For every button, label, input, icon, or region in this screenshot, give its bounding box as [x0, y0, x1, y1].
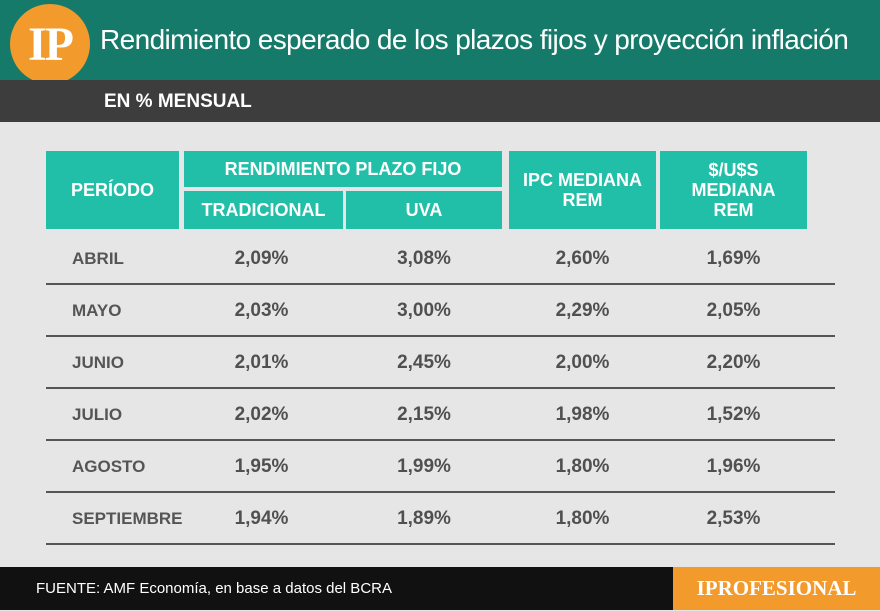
period-cell: ABRIL — [72, 249, 124, 268]
header-uva: UVA — [346, 191, 502, 229]
page-title: Rendimiento esperado de los plazos fijos… — [100, 24, 849, 55]
tradicional-cell: 2,09% — [234, 248, 289, 269]
source-note: FUENTE: AMF Economía, en base a datos de… — [36, 580, 392, 597]
tradicional-cell: 1,94% — [234, 508, 289, 529]
uva-cell: 3,08% — [397, 248, 451, 269]
period-cell: JULIO — [72, 405, 123, 424]
usd-cell: 1,69% — [706, 248, 761, 269]
table-row: ABRIL 2,09% 3,08% 2,60% 1,69% — [46, 233, 835, 285]
ip-logo: IP — [10, 4, 90, 84]
table-row: SEPTIEMBRE 1,94% 1,89% 1,80% 2,53% — [46, 493, 835, 545]
usd-cell: 2,53% — [706, 508, 761, 529]
subheader-bar: EN % MENSUAL — [0, 80, 880, 122]
ipc-cell: 2,29% — [555, 300, 610, 321]
header-tradicional: TRADICIONAL — [184, 191, 343, 229]
ipc-cell: 1,80% — [555, 508, 610, 529]
uva-cell: 1,99% — [397, 456, 451, 477]
tradicional-cell: 2,03% — [234, 300, 289, 321]
ipc-cell: 1,80% — [555, 456, 610, 477]
table-row: MAYO 2,03% 3,00% 2,29% 2,05% — [46, 285, 835, 337]
period-cell: JUNIO — [72, 353, 124, 372]
period-cell: SEPTIEMBRE — [72, 509, 183, 528]
usd-cell: 2,05% — [706, 300, 761, 321]
table-row: JULIO 2,02% 2,15% 1,98% 1,52% — [46, 389, 835, 441]
ipc-cell: 2,00% — [555, 352, 610, 373]
header-ipc: IPC MEDIANA REM — [509, 151, 656, 229]
header-bar: IP Rendimiento esperado de los plazos fi… — [0, 0, 880, 84]
header-usd: $/U$S MEDIANA REM — [660, 151, 807, 229]
usd-cell: 1,52% — [706, 404, 761, 425]
uva-cell: 2,45% — [397, 352, 451, 373]
uva-cell: 1,89% — [397, 508, 451, 529]
header-period: PERÍODO — [46, 151, 179, 229]
ipc-cell: 2,60% — [555, 248, 610, 269]
page-subtitle: EN % MENSUAL — [104, 91, 252, 112]
uva-cell: 2,15% — [397, 404, 451, 425]
uva-cell: 3,00% — [397, 300, 451, 321]
ipc-cell: 1,98% — [555, 404, 610, 425]
table-row: JUNIO 2,01% 2,45% 2,00% 2,20% — [46, 337, 835, 389]
brand-logo: IPROFESIONAL — [673, 567, 880, 610]
tradicional-cell: 1,95% — [234, 456, 289, 477]
tradicional-cell: 2,01% — [234, 352, 289, 373]
tradicional-cell: 2,02% — [234, 404, 289, 425]
header-rendimiento: RENDIMIENTO PLAZO FIJO — [184, 151, 502, 187]
usd-cell: 1,96% — [706, 456, 761, 477]
table-row: AGOSTO 1,95% 1,99% 1,80% 1,96% — [46, 441, 835, 493]
period-cell: AGOSTO — [72, 457, 146, 476]
logo-text: IP — [28, 17, 74, 71]
usd-cell: 2,20% — [706, 352, 761, 373]
period-cell: MAYO — [72, 301, 122, 320]
